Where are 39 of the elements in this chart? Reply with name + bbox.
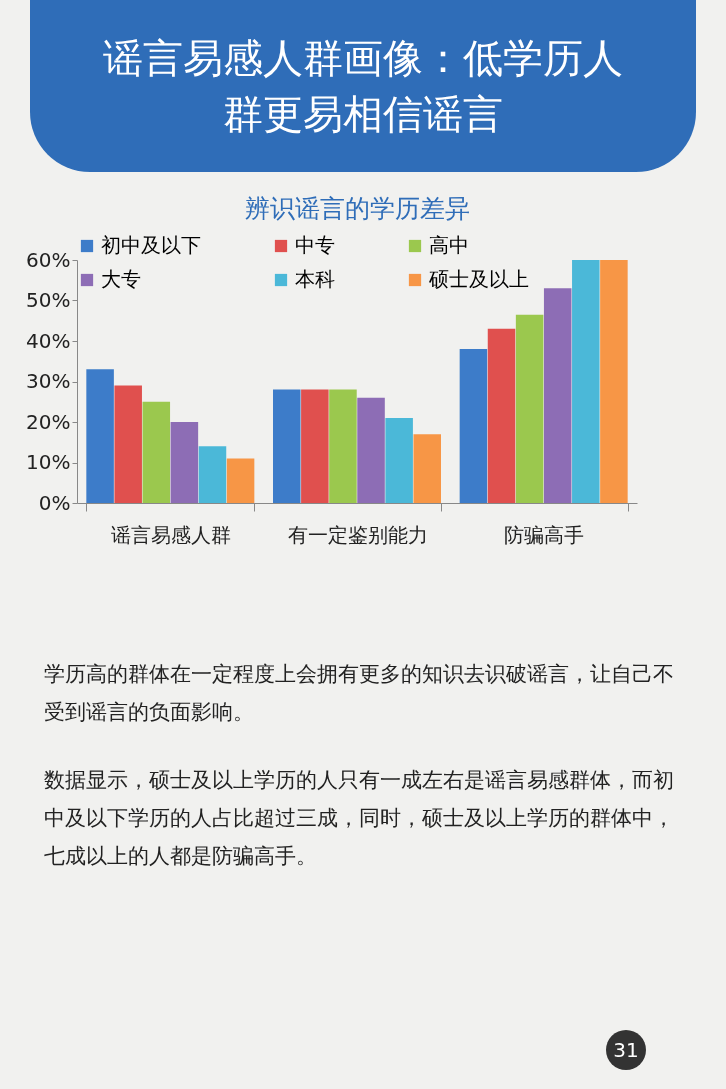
bar <box>273 389 301 503</box>
text: 学历高的群体在一定程度上会拥有更多的知识去识破谣言，让自己不受到谣言的负面影响。 <box>44 661 675 726</box>
y-tick-label: 40% <box>26 328 71 353</box>
bar <box>572 260 600 503</box>
bar <box>114 385 142 503</box>
legend-label: 本科 <box>295 267 335 291</box>
bar <box>459 349 488 503</box>
y-tick-label: 50% <box>26 288 71 312</box>
bar <box>543 288 572 503</box>
bar <box>329 389 357 503</box>
bar <box>357 397 385 503</box>
bar <box>487 328 516 503</box>
bar <box>515 314 544 503</box>
bar <box>385 417 413 503</box>
bar <box>413 434 441 503</box>
bar <box>170 422 199 503</box>
legend-label: 中专 <box>295 233 335 257</box>
y-tick-label: 60% <box>26 247 71 272</box>
y-tick-label: 10% <box>26 450 71 474</box>
legend-label: 高中 <box>429 233 469 257</box>
y-tick-label: 30% <box>26 369 71 393</box>
text: 数据显示，硕士及以上学历的人只有一成左右是谣言易感群体，而初中及以下学历的人占比超过三成，同时，硕士及以上学历的群体中，七成以上的人都是防骗高手。 <box>44 767 675 870</box>
chart-title: 谣言易感人群画像：低学历人群更易相信谣言 <box>30 0 696 172</box>
chart-subtitle: 辨识谣言的学历差异 <box>244 194 470 223</box>
bar <box>86 369 114 503</box>
legend-label: 硕士及以上 <box>428 267 529 291</box>
legend-label: 大专 <box>101 267 141 291</box>
text: 31 <box>606 1030 646 1070</box>
bar <box>142 401 171 503</box>
legend-label: 初中及以下 <box>101 233 201 257</box>
bar <box>301 389 329 503</box>
x-tick-label: 谣言易感人群 <box>110 522 231 547</box>
x-tick-label: 有一定鉴别能力 <box>287 522 428 547</box>
y-tick-label: 0% <box>38 490 71 515</box>
bar <box>198 446 227 503</box>
bar <box>226 458 255 503</box>
x-tick-label: 防骗高手 <box>504 522 585 547</box>
y-tick-label: 20% <box>26 409 71 434</box>
bar <box>600 260 628 503</box>
